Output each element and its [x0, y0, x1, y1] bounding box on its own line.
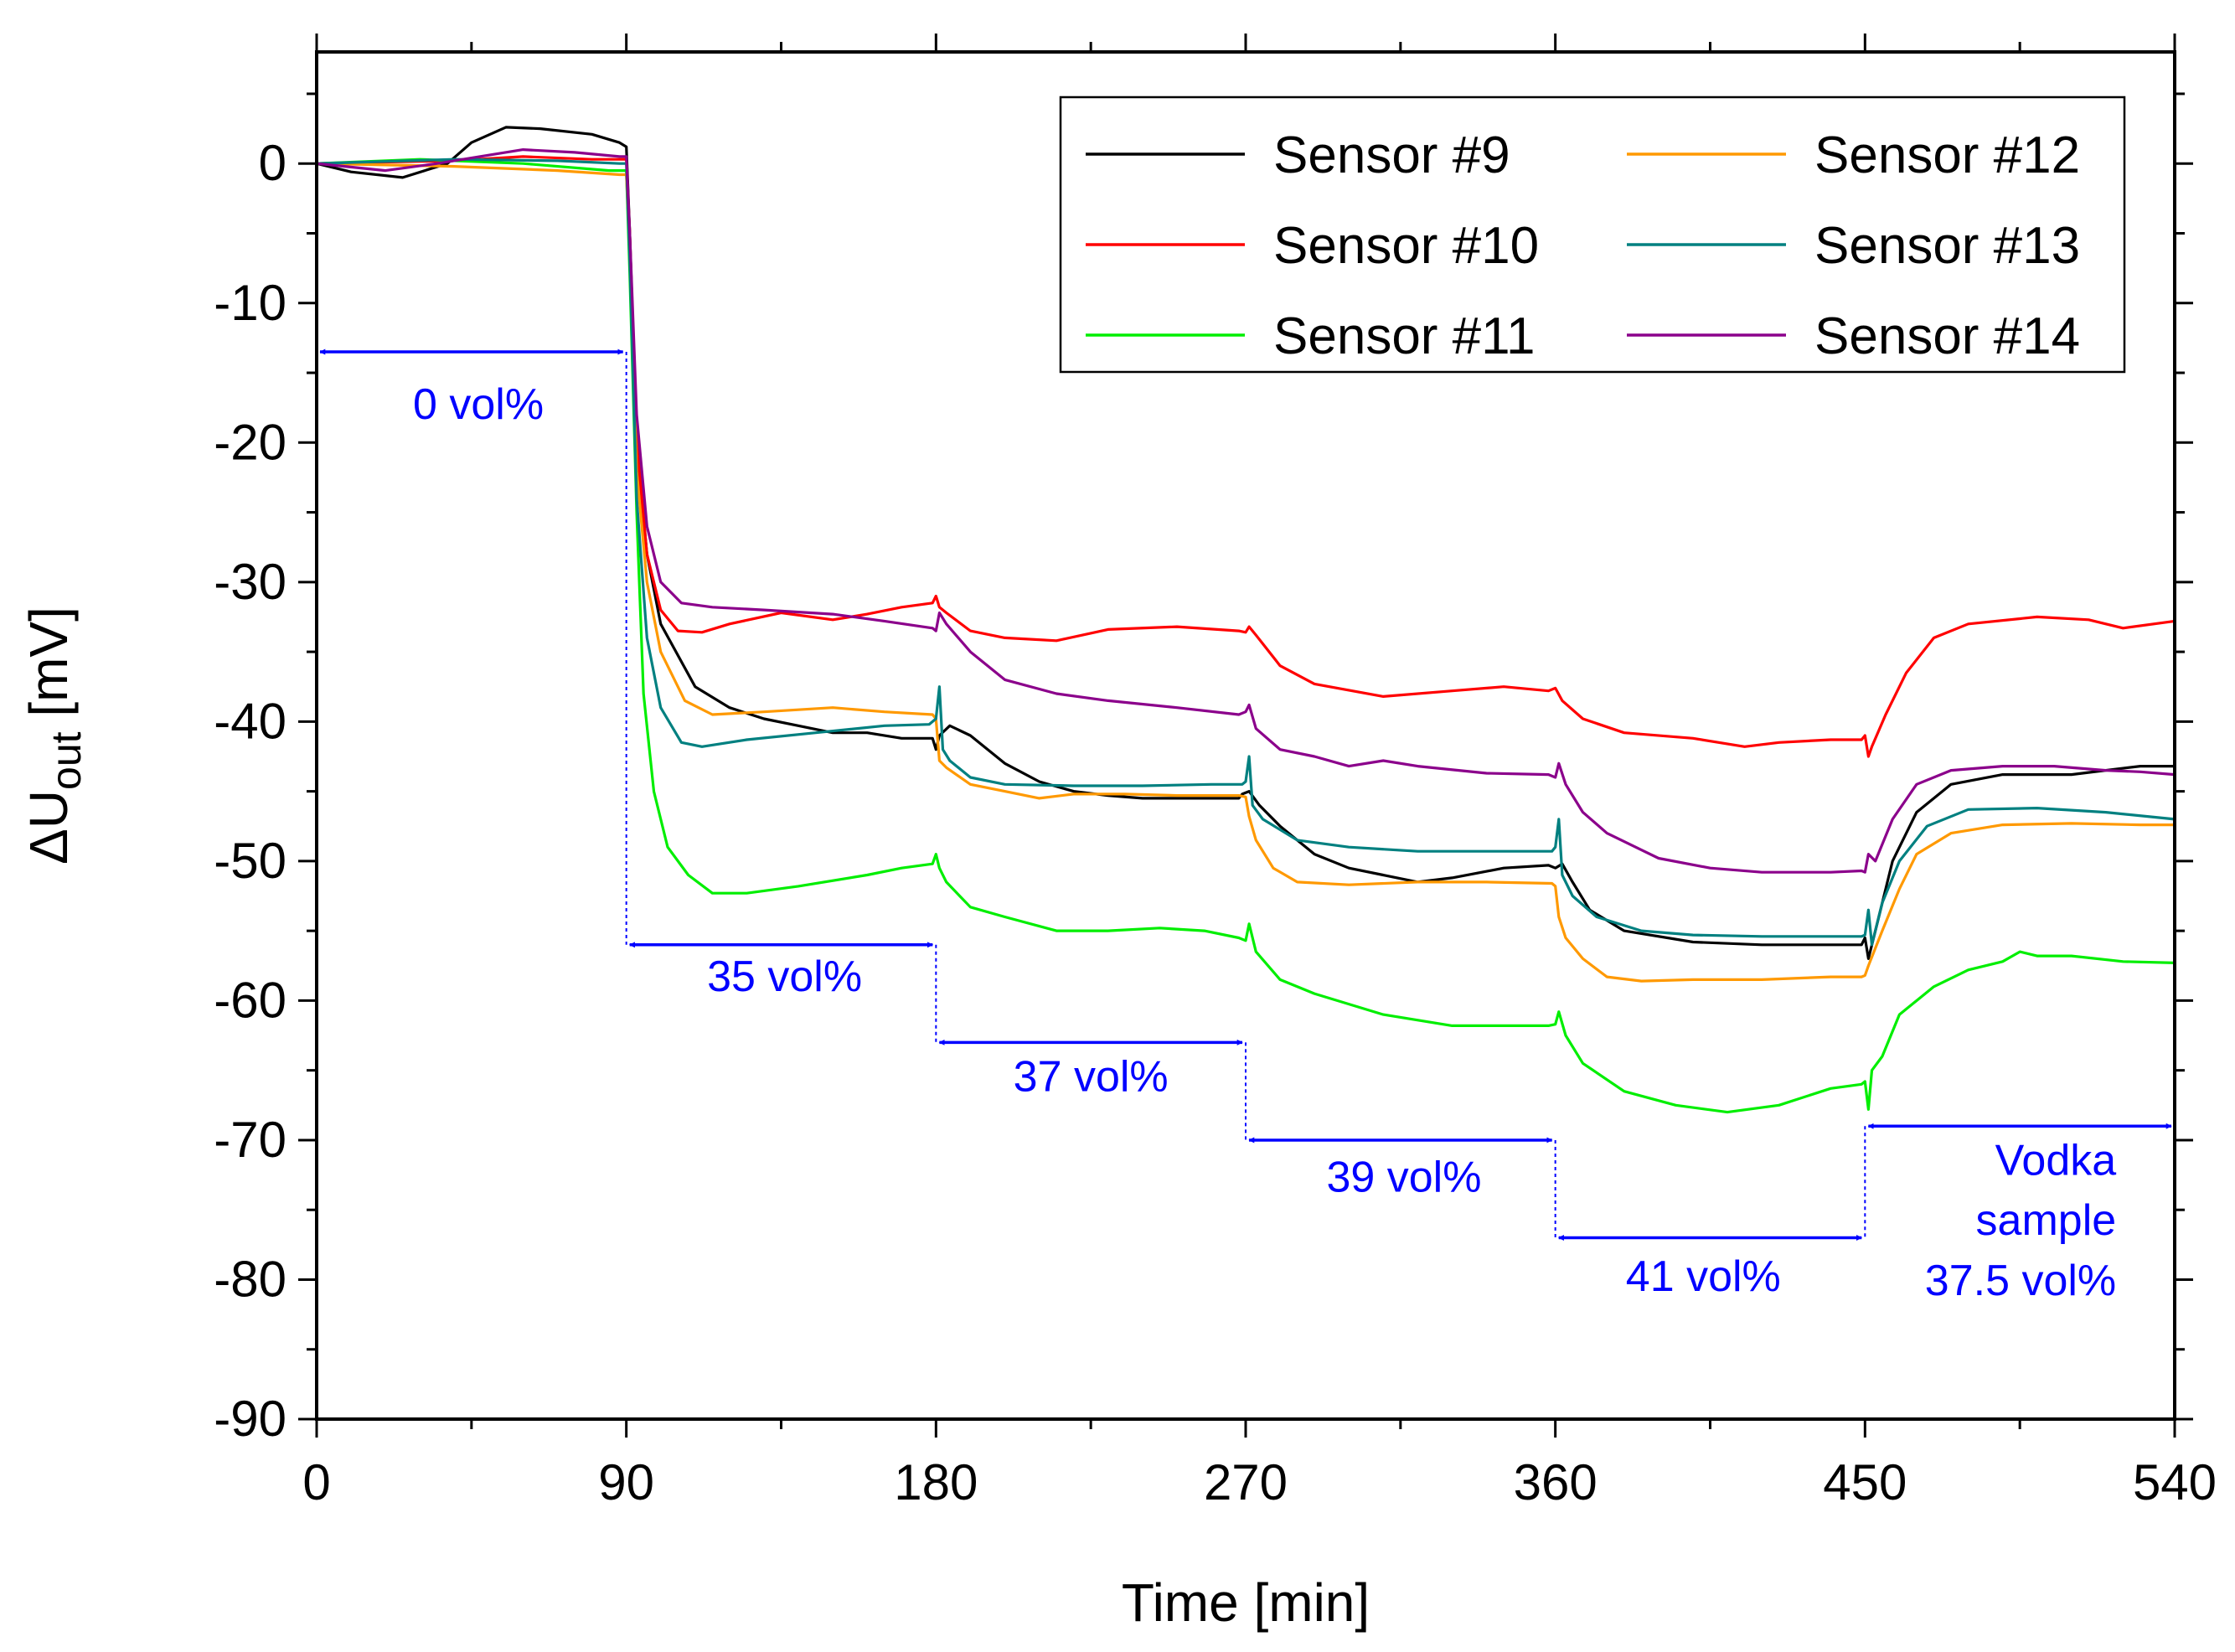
legend-box [1059, 96, 2126, 374]
plot-area [316, 126, 2176, 1114]
x-tick-label: 360 [1514, 1454, 1598, 1510]
x-axis-title: Time [min] [1122, 1572, 1370, 1633]
interval-label: Vodka [1995, 1137, 2117, 1185]
legend-label: Sensor #14 [1814, 307, 2080, 365]
series-line-4 [316, 157, 2176, 947]
x-tick-label: 90 [598, 1454, 654, 1510]
series-line-5 [316, 148, 2176, 874]
y-tick-label: -90 [214, 1391, 286, 1447]
y-tick-label: -30 [214, 554, 286, 610]
x-tick-label: 450 [1823, 1454, 1907, 1510]
y-tick-label: -50 [214, 833, 286, 889]
y-tick-label: -10 [214, 275, 286, 331]
y-axis-title-unit: [mV] [18, 607, 79, 731]
x-tick-label: 0 [302, 1454, 330, 1510]
interval-label: 37 vol% [1014, 1053, 1169, 1102]
legend-label: Sensor #9 [1273, 126, 1510, 184]
interval-label: 35 vol% [707, 952, 862, 1001]
series-line-2 [316, 157, 2176, 1114]
annotations: 0 vol% 35 vol% 37 vol% 39 vol% 41 vol% Vodka s… [319, 348, 2172, 1305]
x-tick-label: 180 [894, 1454, 978, 1510]
axes: 0 90 180 270 360 450 540 0 -10 -20 -30 -40 -50 -60 -70… [214, 34, 2217, 1510]
x-tick-label: 540 [2133, 1454, 2217, 1510]
series-line-3 [316, 162, 2175, 983]
y-tick-label: -80 [214, 1251, 286, 1307]
legend-label: Sensor #12 [1814, 126, 2080, 184]
x-tick-label: 270 [1204, 1454, 1288, 1510]
interval-label: 39 vol% [1326, 1154, 1481, 1202]
y-axis-title-subscript: out [43, 731, 90, 790]
y-tick-label: 0 [259, 135, 286, 191]
y-axis-title: ΔUout [mV] [18, 607, 90, 865]
y-axis-title-main: ΔU [18, 790, 79, 865]
y-tick-label: -40 [214, 693, 286, 749]
interval-label: 37.5 vol% [1925, 1257, 2116, 1305]
y-tick-label: -60 [214, 972, 286, 1028]
series-line-1 [316, 155, 2176, 758]
interval-label: 0 vol% [413, 380, 544, 429]
y-tick-label: -70 [214, 1112, 286, 1168]
legend-label: Sensor #11 [1273, 307, 1536, 365]
interval-label: 41 vol% [1626, 1252, 1781, 1301]
interval-label: sample [1976, 1196, 2117, 1245]
y-tick-label: -20 [214, 414, 286, 470]
legend: Sensor #9 Sensor #10 Sensor #11 Sensor #12 S… [1059, 96, 2126, 374]
legend-label: Sensor #10 [1273, 217, 1539, 275]
legend-label: Sensor #13 [1814, 217, 2080, 275]
